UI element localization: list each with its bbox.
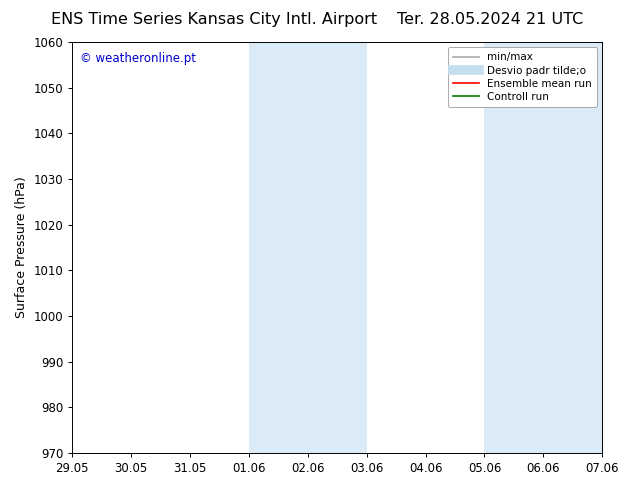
Text: © weatheronline.pt: © weatheronline.pt <box>81 52 197 65</box>
Text: ENS Time Series Kansas City Intl. Airport: ENS Time Series Kansas City Intl. Airpor… <box>51 12 377 27</box>
Legend: min/max, Desvio padr tilde;o, Ensemble mean run, Controll run: min/max, Desvio padr tilde;o, Ensemble m… <box>448 47 597 107</box>
Text: Ter. 28.05.2024 21 UTC: Ter. 28.05.2024 21 UTC <box>397 12 583 27</box>
Bar <box>249 42 366 453</box>
Y-axis label: Surface Pressure (hPa): Surface Pressure (hPa) <box>15 176 28 318</box>
Bar <box>484 42 602 453</box>
